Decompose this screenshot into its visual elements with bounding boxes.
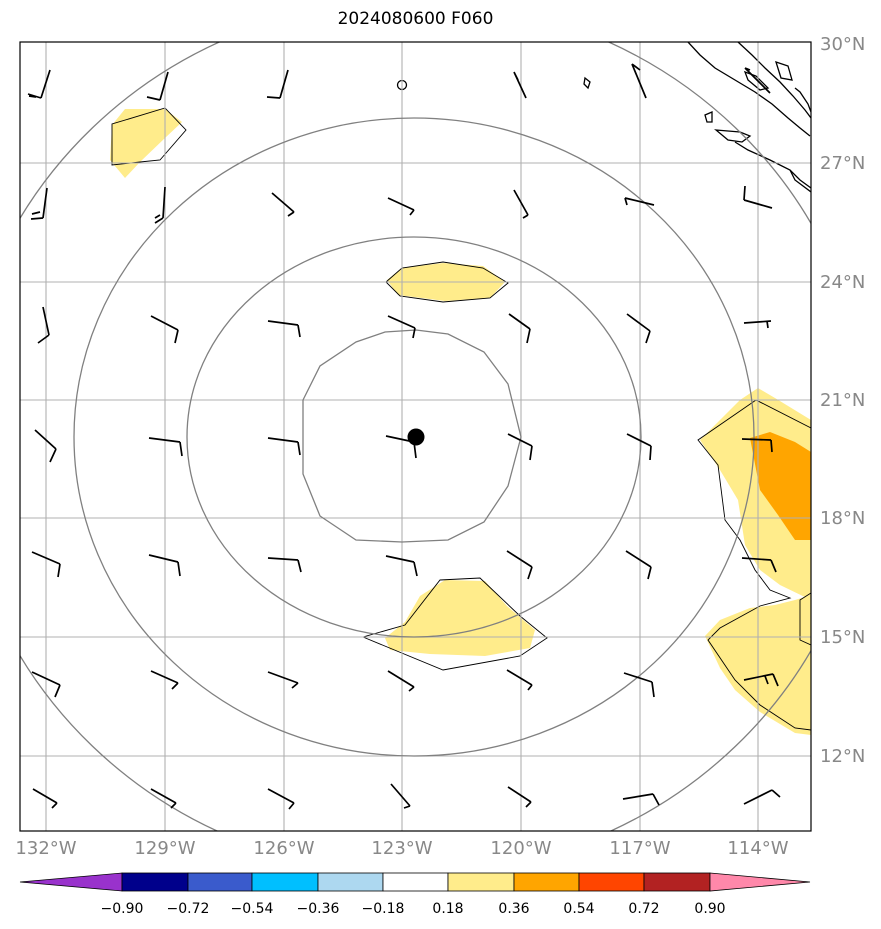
range-ring-1 [302, 329, 522, 543]
colorbar-tick-label: 0.72 [628, 901, 660, 917]
colorbar [19, 872, 811, 892]
wind-barbs [27, 63, 781, 810]
colorbar-tick-label: −0.90 [100, 901, 144, 917]
map-title: 2024080600 F060 [337, 9, 494, 29]
storm-center-marker [407, 428, 425, 446]
lon-label: 117°W [609, 838, 671, 859]
lon-label: 132°W [15, 838, 77, 859]
colorbar-bin [121, 872, 189, 892]
lon-label: 120°W [490, 838, 552, 859]
colorbar-tick-label: 0.54 [563, 901, 595, 917]
range-rings [20, 42, 811, 831]
lat-label: 24°N [820, 272, 866, 293]
shading-nw [110, 109, 182, 178]
lon-label: 126°W [253, 838, 315, 859]
lon-label: 129°W [134, 838, 196, 859]
lat-label: 15°N [820, 627, 866, 648]
shading-east-orange [750, 432, 811, 540]
range-ring-3 [73, 117, 755, 757]
lat-label: 27°N [820, 153, 866, 174]
colorbar-bin [513, 872, 580, 892]
colorbar-bin [187, 872, 253, 892]
colorbar-tick-label: 0.36 [498, 901, 530, 917]
lat-label: 21°N [820, 390, 866, 411]
coastline [396, 42, 811, 193]
colorbar-extend-min [19, 872, 123, 892]
shading-south [385, 580, 535, 656]
colorbar-bin [382, 872, 449, 892]
map-frame [19, 41, 812, 832]
lat-label: 12°N [820, 746, 866, 767]
colorbar-tick-label: 0.90 [694, 901, 726, 917]
colorbar-bin [317, 872, 384, 892]
colorbar-tick-label: −0.54 [230, 901, 274, 917]
colorbar-extend-max [709, 872, 811, 892]
colorbar-bin [578, 872, 645, 892]
range-ring-2 [186, 236, 642, 638]
colorbar-tick-label: −0.18 [361, 901, 405, 917]
colorbar-tick-label: −0.36 [296, 901, 340, 917]
lat-label: 18°N [820, 508, 866, 529]
colorbar-bin [447, 872, 515, 892]
lon-label: 123°W [371, 838, 433, 859]
colorbar-tick-label: 0.18 [432, 901, 464, 917]
colorbar-tick-label: −0.72 [166, 901, 210, 917]
lon-label: 114°W [727, 838, 789, 859]
lat-label: 30°N [820, 34, 866, 55]
outline-lines [111, 107, 811, 731]
shaded-regions [110, 109, 811, 735]
colorbar-bin [251, 872, 319, 892]
colorbar-bin [643, 872, 711, 892]
